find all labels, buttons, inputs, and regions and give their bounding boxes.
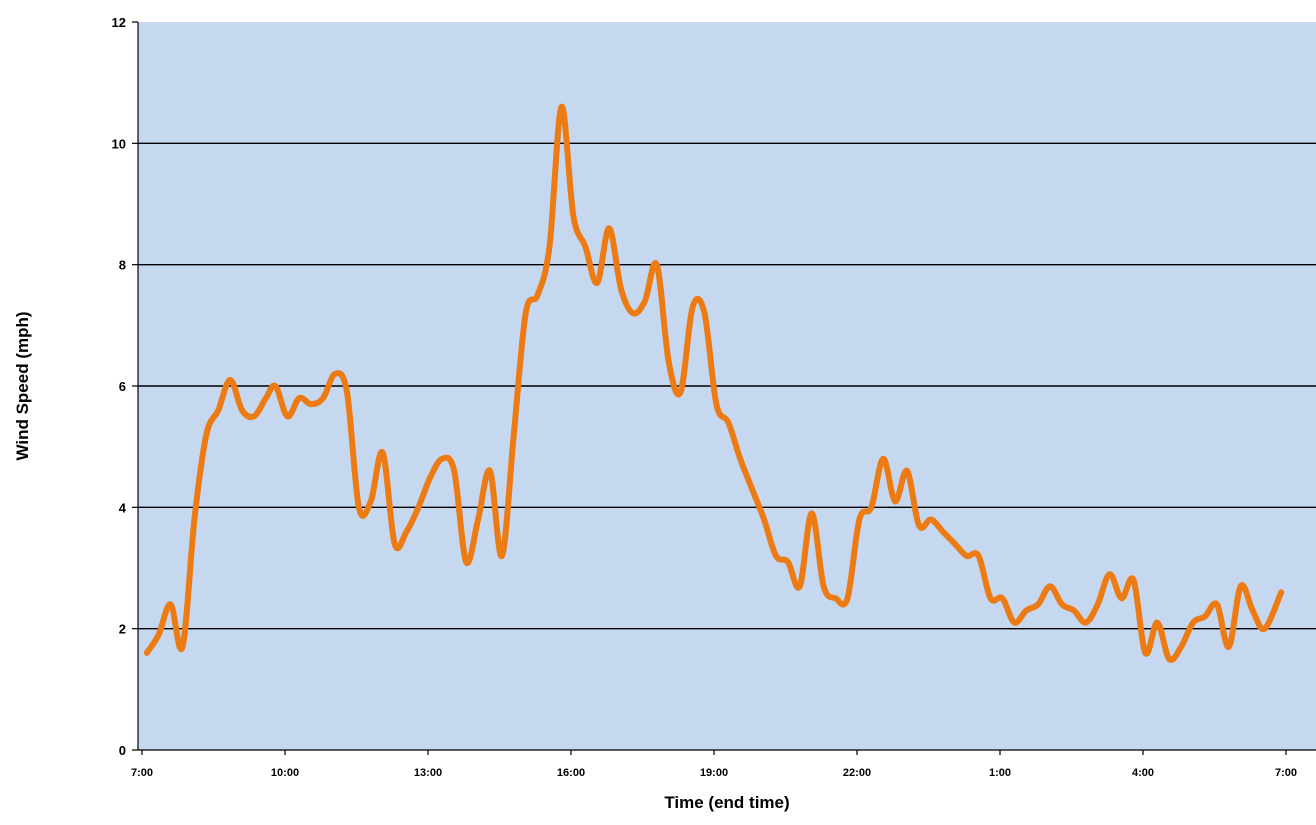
x-tick-label: 13:00 <box>414 767 442 779</box>
x-tick-label: 19:00 <box>700 767 728 779</box>
y-tick-label: 2 <box>119 622 126 637</box>
gridlines <box>138 142 1316 630</box>
y-tick-label: 0 <box>119 743 126 758</box>
y-tick-label: 12 <box>112 15 126 30</box>
x-axis-ticks: 7:00 10:00 13:00 16:00 19:00 22:00 1:00 4:00 7:0… <box>131 750 1297 779</box>
x-tick-label: 16:00 <box>557 767 585 779</box>
x-tick-label: 4:00 <box>1132 767 1154 779</box>
y-tick-label: 10 <box>112 136 126 151</box>
x-tick-label: 7:00 <box>131 767 153 779</box>
y-axis-ticks: 0 2 4 6 8 10 12 <box>112 15 138 758</box>
y-tick-label: 4 <box>119 500 127 515</box>
x-tick-label: 22:00 <box>843 767 871 779</box>
series-layer <box>143 103 1285 663</box>
x-tick-label: 10:00 <box>271 767 299 779</box>
y-tick-label: 6 <box>119 379 126 394</box>
series-line-wind-speed <box>143 103 1285 663</box>
x-axis-title: Time (end time) <box>664 793 789 812</box>
y-tick-label: 8 <box>119 258 126 273</box>
x-tick-label: 7:00 <box>1275 767 1297 779</box>
y-axis-title: Wind Speed (mph) <box>13 311 32 460</box>
x-tick-label: 1:00 <box>989 767 1011 779</box>
